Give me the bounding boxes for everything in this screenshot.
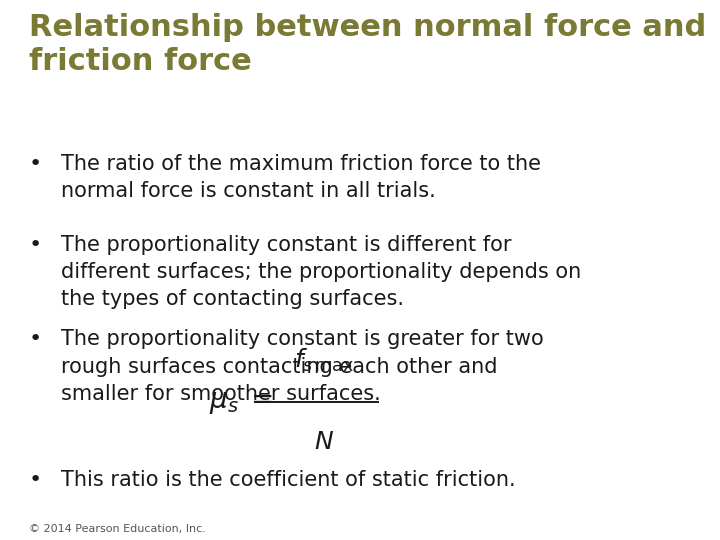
Text: $\mu_s\; =\;$: $\mu_s\; =\;$ — [209, 388, 273, 416]
Text: •: • — [29, 470, 42, 490]
Text: •: • — [29, 329, 42, 349]
Text: This ratio is the coefficient of static friction.: This ratio is the coefficient of static … — [61, 470, 516, 490]
Text: •: • — [29, 154, 42, 174]
Text: •: • — [29, 235, 42, 255]
Text: © 2014 Pearson Education, Inc.: © 2014 Pearson Education, Inc. — [29, 523, 206, 534]
Text: The proportionality constant is different for
different surfaces; the proportion: The proportionality constant is differen… — [61, 235, 582, 309]
Text: The proportionality constant is greater for two
rough surfaces contacting each o: The proportionality constant is greater … — [61, 329, 544, 404]
Text: $f_{s\,\mathrm{max}}$: $f_{s\,\mathrm{max}}$ — [294, 347, 354, 374]
Text: $N$: $N$ — [314, 430, 334, 454]
Text: The ratio of the maximum friction force to the
normal force is constant in all t: The ratio of the maximum friction force … — [61, 154, 541, 201]
Text: Relationship between normal force and
friction force: Relationship between normal force and fr… — [29, 14, 706, 76]
